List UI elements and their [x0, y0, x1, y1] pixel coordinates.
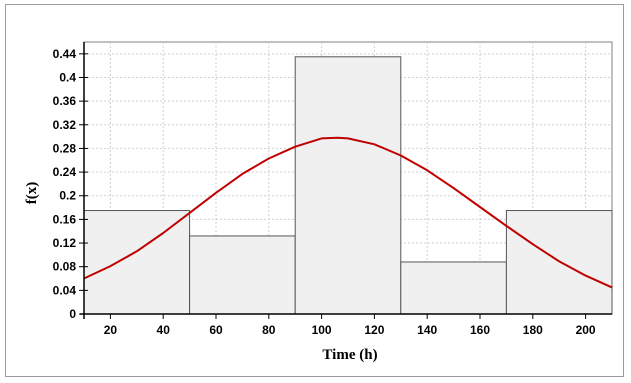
histogram-bar [294, 56, 402, 315]
histogram-bar [189, 235, 296, 315]
x-tick-label: 180 [523, 323, 543, 337]
y-tick-label: 0.28 [53, 141, 77, 155]
x-tick-label: 20 [104, 323, 118, 337]
x-tick-label: 200 [576, 323, 596, 337]
y-tick-label: 0.16 [53, 212, 77, 226]
y-tick-label: 0 [69, 307, 76, 321]
y-tick-label: 0.4 [59, 70, 76, 84]
axes [79, 42, 612, 319]
y-tick-label: 0.32 [53, 118, 77, 132]
normal-curve-line [83, 136, 613, 289]
y-tick-label: 0.04 [53, 283, 77, 297]
x-tick-label: 60 [209, 323, 223, 337]
density-curve [83, 136, 613, 289]
y-tick-label: 0.36 [53, 94, 77, 108]
y-tick-label: 0.08 [53, 260, 77, 274]
tick-labels: 0 0.04 0.08 0.12 0.16 0.2 0.24 0.28 0.32 0.36 0.4 0… [53, 47, 596, 337]
y-tick-label: 0.2 [59, 189, 76, 203]
x-axis-title: Time (h) [322, 347, 377, 363]
histogram-chart: 0 0.04 0.08 0.12 0.16 0.2 0.24 0.28 0.32 0.36 0.4 0… [24, 41, 613, 363]
y-tick-label: 0.12 [53, 236, 77, 250]
y-tick-label: 0.24 [53, 165, 77, 179]
y-axis-title: f(x) [24, 182, 40, 205]
y-tick-label: 0.44 [53, 47, 77, 61]
x-tick-label: 100 [312, 323, 332, 337]
x-tick-label: 140 [417, 323, 437, 337]
x-tick-label: 160 [470, 323, 490, 337]
x-tick-label: 40 [157, 323, 171, 337]
histogram-bar [400, 261, 507, 315]
x-tick-label: 120 [364, 323, 384, 337]
chart-frame: 0 0.04 0.08 0.12 0.16 0.2 0.24 0.28 0.32 0.36 0.4 0… [5, 4, 624, 377]
x-tick-label: 80 [262, 323, 276, 337]
